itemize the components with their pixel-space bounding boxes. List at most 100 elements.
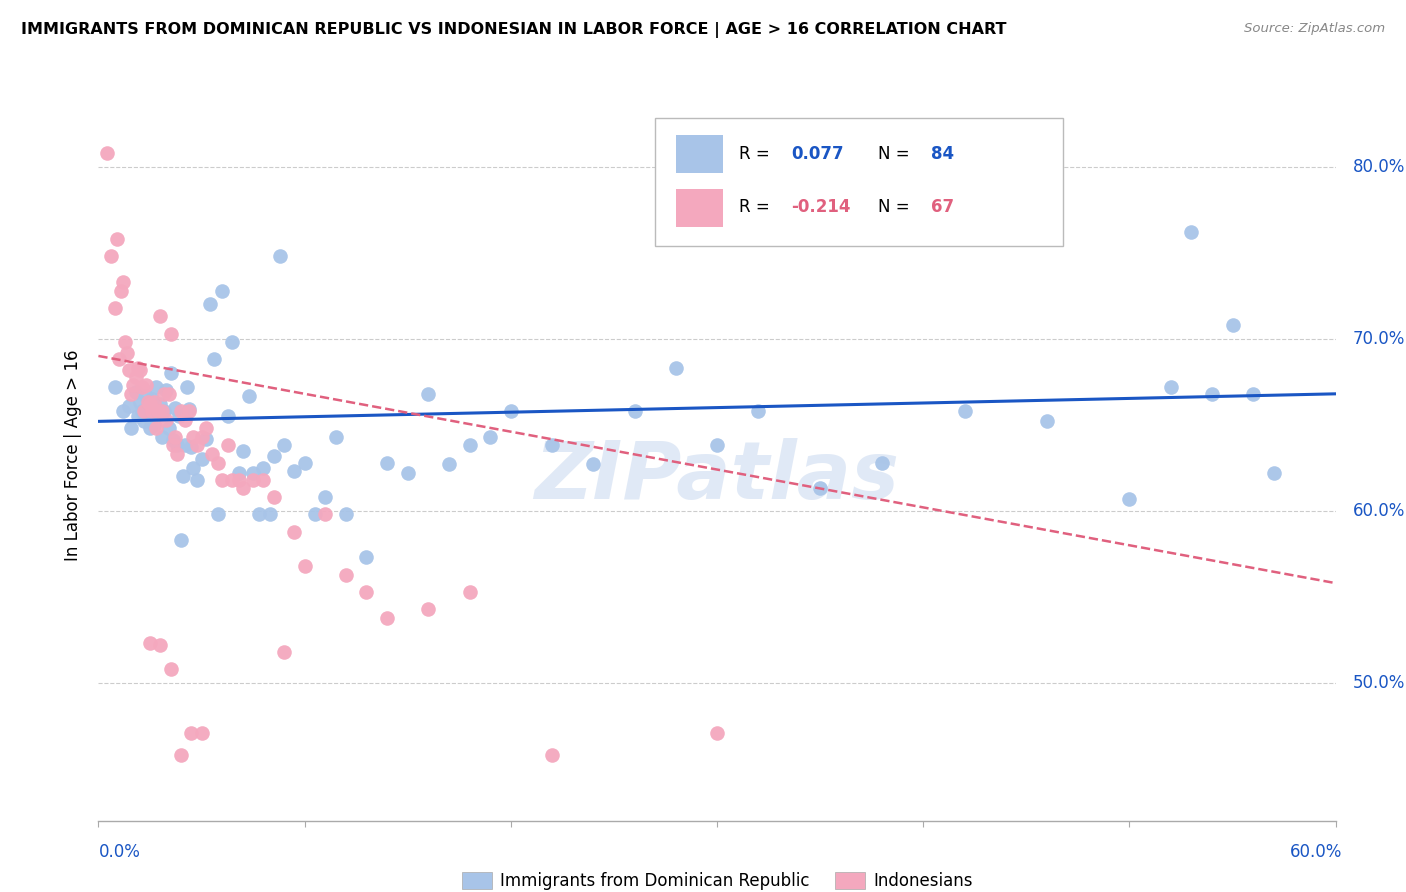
Point	[217, 438, 239, 452]
Point	[180, 726, 202, 740]
Point	[211, 473, 233, 487]
Point	[139, 636, 162, 650]
Text: 60.0%: 60.0%	[1291, 843, 1343, 861]
Point	[180, 440, 202, 454]
Point	[153, 387, 176, 401]
Point	[1180, 225, 1202, 239]
Point	[131, 404, 153, 418]
Point	[100, 249, 122, 263]
Point	[335, 567, 357, 582]
Point	[1160, 380, 1182, 394]
Point	[157, 387, 180, 401]
Text: ZIPatlas: ZIPatlas	[534, 438, 900, 516]
Point	[418, 387, 440, 401]
Point	[269, 249, 291, 263]
Point	[174, 438, 197, 452]
Point	[179, 404, 201, 418]
Point	[221, 335, 243, 350]
Point	[181, 460, 204, 475]
Point	[706, 438, 728, 452]
Point	[157, 421, 180, 435]
Point	[242, 466, 264, 480]
Point	[273, 645, 295, 659]
Point	[170, 748, 193, 763]
Point	[163, 430, 186, 444]
Point	[149, 638, 172, 652]
Point	[162, 434, 184, 448]
Point	[418, 602, 440, 616]
Point	[211, 284, 233, 298]
Point	[190, 430, 212, 444]
Point	[375, 610, 398, 624]
Point	[143, 395, 166, 409]
Point	[541, 748, 564, 763]
Point	[294, 558, 316, 573]
Text: 80.0%: 80.0%	[1353, 158, 1405, 176]
Point	[623, 404, 645, 418]
Point	[150, 404, 173, 418]
Text: 0.0%: 0.0%	[98, 843, 141, 861]
Point	[148, 406, 170, 420]
Point	[808, 482, 831, 496]
Point	[122, 378, 145, 392]
Point	[127, 409, 149, 424]
Point	[198, 297, 221, 311]
Point	[118, 399, 141, 413]
Point	[136, 409, 159, 424]
Point	[190, 452, 212, 467]
Point	[155, 384, 177, 398]
Point	[181, 430, 204, 444]
Point	[242, 473, 264, 487]
Point	[228, 473, 250, 487]
Point	[479, 430, 502, 444]
Point	[145, 421, 167, 435]
Point	[207, 456, 229, 470]
Point	[221, 473, 243, 487]
Text: -0.214: -0.214	[792, 198, 851, 216]
Point	[232, 482, 254, 496]
Point	[228, 466, 250, 480]
Point	[953, 404, 976, 418]
Point	[314, 508, 336, 522]
Point	[136, 395, 159, 409]
Text: 67: 67	[931, 198, 955, 216]
Point	[104, 380, 127, 394]
Point	[1036, 414, 1059, 428]
Point	[96, 145, 118, 160]
Text: 84: 84	[931, 145, 955, 162]
Point	[217, 409, 239, 424]
Point	[141, 404, 163, 418]
Point	[186, 473, 208, 487]
Text: R =: R =	[740, 198, 775, 216]
Point	[458, 584, 481, 599]
Point	[166, 447, 188, 461]
Point	[104, 301, 127, 315]
Point	[1263, 466, 1285, 480]
Point	[159, 366, 181, 380]
Text: N =: N =	[877, 145, 915, 162]
Text: N =: N =	[877, 198, 915, 216]
Legend: Immigrants from Dominican Republic, Indonesians: Immigrants from Dominican Republic, Indo…	[456, 865, 979, 892]
Point	[252, 460, 274, 475]
Point	[120, 387, 142, 401]
Point	[124, 385, 146, 400]
Point	[131, 380, 153, 394]
Text: 60.0%: 60.0%	[1353, 502, 1405, 520]
Point	[172, 469, 194, 483]
FancyBboxPatch shape	[655, 119, 1063, 246]
Point	[176, 380, 198, 394]
Point	[259, 508, 281, 522]
Point	[437, 458, 460, 472]
Point	[139, 421, 162, 435]
Point	[135, 378, 157, 392]
Point	[314, 490, 336, 504]
Point	[582, 458, 605, 472]
Text: 0.077: 0.077	[792, 145, 844, 162]
Point	[375, 456, 398, 470]
Point	[194, 432, 217, 446]
Point	[283, 464, 305, 478]
Point	[145, 380, 167, 394]
Point	[356, 550, 378, 565]
Text: 70.0%: 70.0%	[1353, 330, 1405, 348]
Point	[105, 232, 128, 246]
